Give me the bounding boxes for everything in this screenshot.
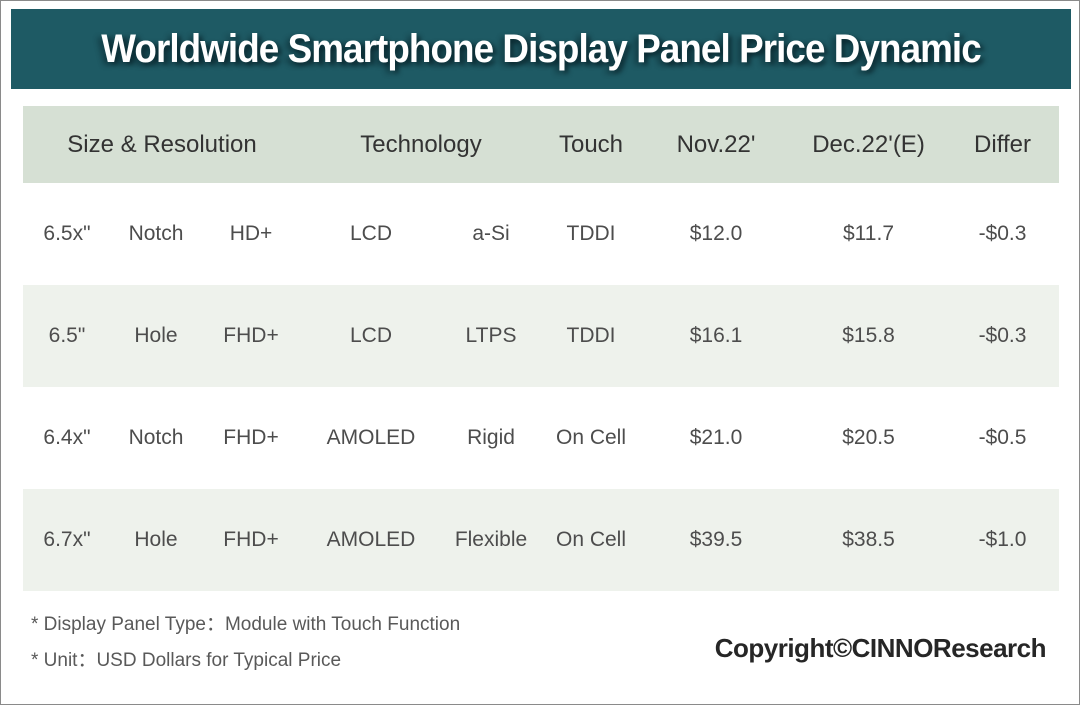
cell-size: 6.7x" [43,528,91,551]
cell-differ: -$0.3 [978,324,1027,347]
cell-dec-price: $20.5 [842,426,895,449]
cell-backplane: Flexible [454,528,528,551]
cell-nov-price: $12.0 [689,222,743,245]
cell-nov-price: $16.1 [689,324,743,347]
cell-cutout: Notch [128,222,184,245]
price-table: Size & Resolution Technology Touch Nov.2… [23,106,1059,591]
table-row: 6.4x" Notch FHD+ AMOLED Rigid On Cell $2… [23,387,1059,489]
cell-technology: LCD [349,324,392,347]
cell-differ: -$0.3 [978,222,1027,245]
table-row: 6.7x" Hole FHD+ AMOLED Flexible On Cell … [23,489,1059,591]
header-touch: Touch [558,130,624,158]
footnotes: * Display Panel Type：Module with Touch F… [31,607,460,679]
cell-touch: TDDI [566,222,616,245]
cell-cutout: Hole [134,324,178,347]
table-row: 6.5x" Notch HD+ LCD a-Si TDDI $12.0 $11.… [23,183,1059,285]
header-size-resolution: Size & Resolution [67,130,257,158]
cell-resolution: FHD+ [223,426,279,449]
cell-nov-price: $21.0 [689,426,743,449]
cell-cutout: Notch [128,426,184,449]
cell-technology: AMOLED [326,528,416,551]
cell-touch: On Cell [555,426,627,449]
cell-nov-price: $39.5 [689,528,743,551]
cell-resolution: HD+ [229,222,273,245]
footnote-panel-type: * Display Panel Type：Module with Touch F… [31,614,461,635]
cell-touch: On Cell [555,528,627,551]
cell-dec-price: $11.7 [843,222,894,245]
header-nov-22: Nov.22' [676,130,756,158]
page-title: Worldwide Smartphone Display Panel Price… [101,26,981,71]
cell-dec-price: $38.5 [842,528,895,551]
cell-size: 6.5x" [43,222,91,245]
table-row: 6.5" Hole FHD+ LCD LTPS TDDI $16.1 $15.8… [23,285,1059,387]
cell-size: 6.5" [48,324,86,347]
copyright-text: Copyright©CINNOResearch [714,633,1047,663]
cell-technology: LCD [349,222,392,245]
cell-backplane: LTPS [465,324,517,347]
cell-resolution: FHD+ [223,324,279,347]
footnote-unit: * Unit：USD Dollars for Typical Price [31,650,342,671]
header-differ: Differ [974,130,1031,158]
cell-dec-price: $15.8 [842,324,895,347]
cell-differ: -$0.5 [978,426,1027,449]
cell-size: 6.4x" [43,426,91,449]
cell-differ: -$1.0 [978,528,1027,551]
cell-technology: AMOLED [326,426,416,449]
cell-resolution: FHD+ [223,528,279,551]
table-header-row: Size & Resolution Technology Touch Nov.2… [23,106,1059,183]
title-bar: Worldwide Smartphone Display Panel Price… [11,9,1071,89]
header-technology: Technology [360,130,482,158]
cell-backplane: a-Si [472,222,510,245]
cell-cutout: Hole [134,528,178,551]
cell-touch: TDDI [566,324,616,347]
header-dec-22-estimate: Dec.22'(E) [812,130,925,158]
cell-backplane: Rigid [467,426,515,449]
